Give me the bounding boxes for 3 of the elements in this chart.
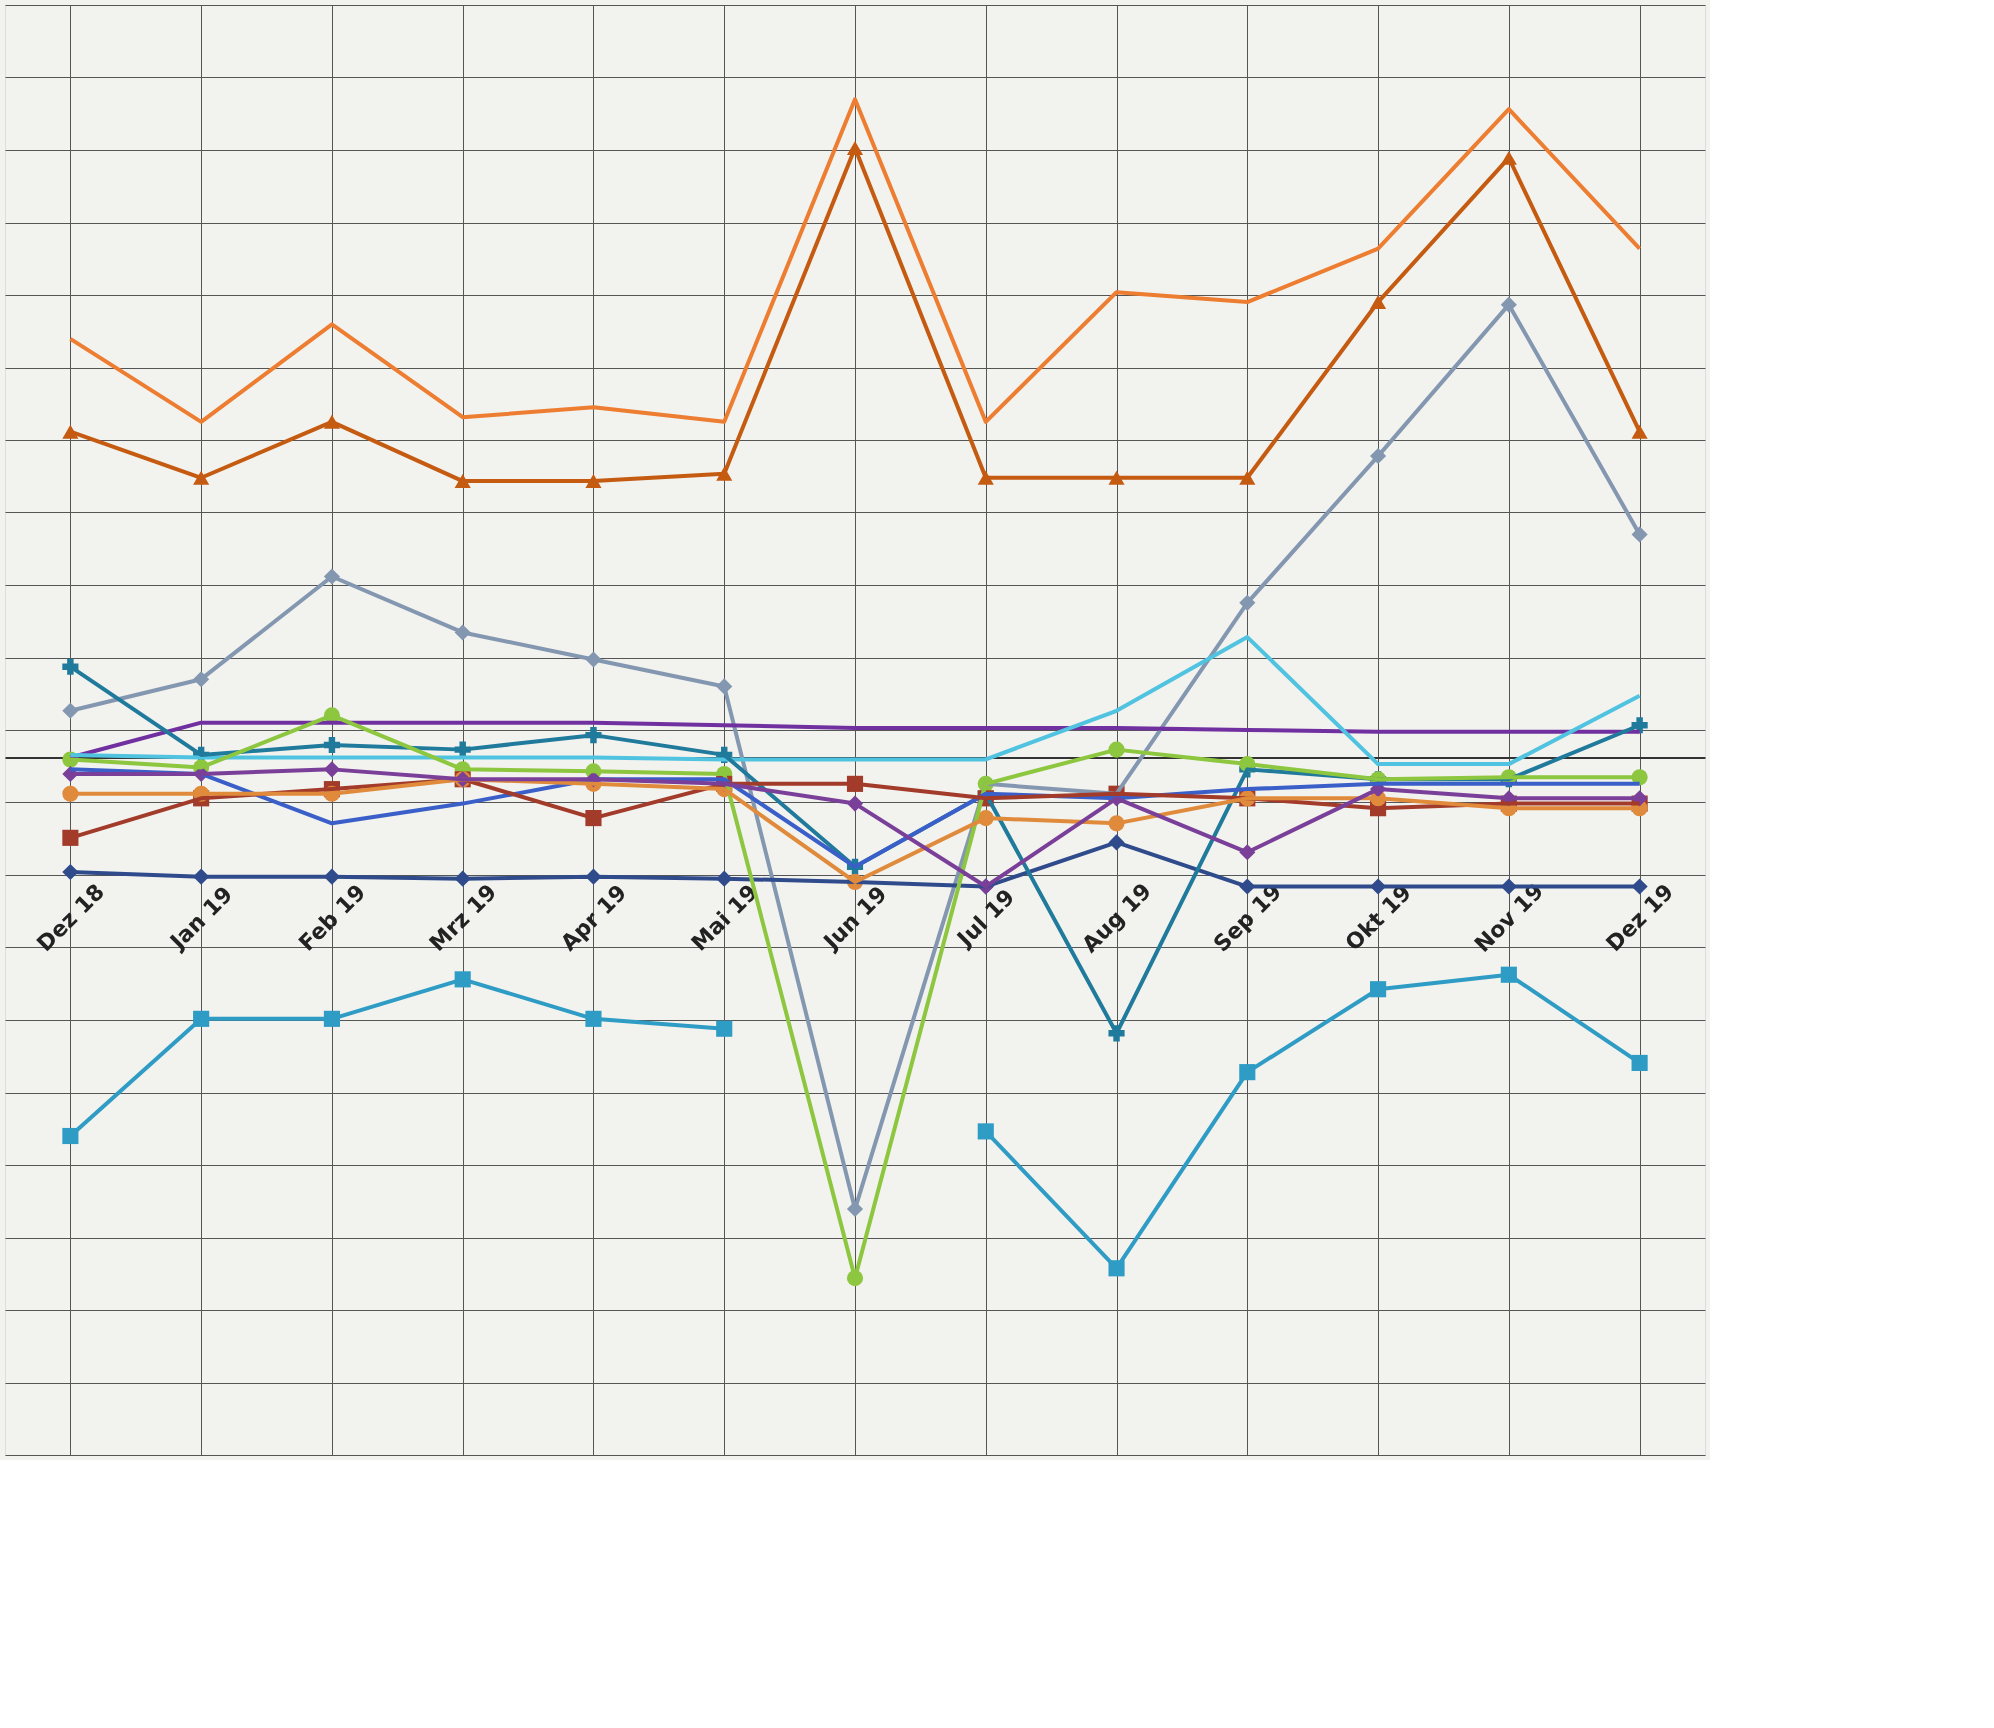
x-tick-label: Feb 19 (293, 879, 371, 956)
x-tick-label: Jul 19 (951, 884, 1020, 953)
x-tick-label: Jan 19 (163, 881, 238, 956)
